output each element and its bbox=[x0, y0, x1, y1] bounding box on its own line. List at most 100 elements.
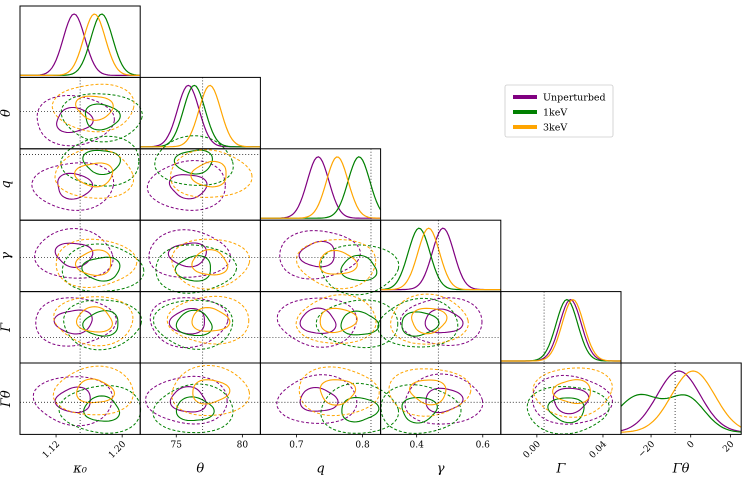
contour-outer-Gamma-Gamma_theta-unperturbed bbox=[532, 374, 613, 425]
xtick-label-theta-0: 75 bbox=[171, 440, 183, 450]
xtick-label-kappa0-1: 1.20 bbox=[107, 439, 128, 460]
contour-outer-theta-q-unperturbed bbox=[146, 159, 226, 211]
marginal-q-unperturbed bbox=[260, 156, 381, 219]
contour-outer-kappa0-gamma-1kev bbox=[61, 243, 145, 293]
panel-Gamma_theta-Gamma_theta bbox=[620, 362, 742, 435]
contour-inner-theta-gamma-1kev bbox=[174, 255, 211, 282]
contour-outer-theta-gamma-unperturbed bbox=[148, 229, 232, 278]
contour-outer-q-Gamma_theta-1kev bbox=[320, 382, 400, 434]
contour-inner-kappa0-Gamma_theta-3kev bbox=[76, 378, 116, 404]
contour-outer-gamma-Gamma-unperturbed bbox=[399, 297, 483, 347]
contour-outer-kappa0-Gamma_theta-unperturbed bbox=[32, 376, 114, 427]
contour-outer-theta-gamma-3kev bbox=[171, 238, 251, 290]
contour-inner-kappa0-Gamma_theta-unperturbed bbox=[54, 386, 91, 414]
contour-inner-gamma-Gamma_theta-1kev bbox=[401, 397, 438, 424]
contour-inner-gamma-Gamma-1kev bbox=[401, 311, 440, 337]
contour-outer-theta-Gamma-3kev bbox=[166, 295, 250, 345]
ylabel-theta: θ bbox=[0, 109, 14, 117]
contour-outer-kappa0-q-1kev bbox=[60, 135, 140, 187]
legend-label-3kev: 3keV bbox=[543, 123, 567, 134]
xlabel-Gamma: Γ bbox=[555, 461, 566, 476]
contour-outer-kappa0-q-unperturbed bbox=[31, 162, 115, 211]
contour-outer-theta-gamma-1kev bbox=[155, 244, 238, 294]
contour-outer-gamma-Gamma_theta-3kev bbox=[388, 368, 472, 417]
marginal-q-3kev bbox=[260, 156, 381, 219]
contour-outer-kappa0-q-3kev bbox=[54, 147, 134, 199]
contour-outer-q-Gamma-unperturbed bbox=[276, 297, 358, 348]
marginal-gamma-3kev bbox=[380, 227, 501, 291]
contour-inner-theta-q-3kev bbox=[190, 160, 227, 188]
contour-inner-Gamma-Gamma_theta-1kev bbox=[547, 397, 585, 424]
contour-inner-kappa0-gamma-unperturbed bbox=[54, 242, 94, 268]
contour-inner-q-Gamma-3kev bbox=[319, 307, 358, 334]
contour-outer-gamma-Gamma_theta-unperturbed bbox=[404, 373, 484, 425]
marginal-Gamma_theta-3kev bbox=[620, 370, 742, 433]
contour-outer-theta-Gamma_theta-unperturbed bbox=[144, 375, 228, 425]
xtick-label-theta-1: 80 bbox=[237, 440, 249, 450]
contour-outer-q-Gamma-3kev bbox=[295, 294, 377, 344]
contour-inner-q-Gamma-unperturbed bbox=[299, 307, 337, 334]
panel-theta-Gamma bbox=[139, 291, 261, 364]
contour-inner-kappa0-gamma-3kev bbox=[74, 249, 112, 276]
contour-inner-q-Gamma-1kev bbox=[340, 310, 380, 336]
contour-outer-kappa0-Gamma-1kev bbox=[63, 299, 143, 351]
contour-inner-q-gamma-1kev bbox=[340, 254, 378, 282]
marginal-Gamma-1kev bbox=[500, 298, 621, 362]
xtick-label-gamma-0: 0.4 bbox=[409, 440, 424, 450]
xtick-label-kappa0-0: 1.12 bbox=[41, 439, 62, 460]
contour-outer-gamma-Gamma-3kev bbox=[390, 293, 469, 345]
contour-inner-theta-q-1kev bbox=[173, 149, 213, 175]
contour-outer-theta-Gamma-unperturbed bbox=[149, 297, 229, 349]
contour-outer-q-Gamma_theta-3kev bbox=[298, 366, 380, 417]
xtick-label-q-0: 0.7 bbox=[289, 440, 304, 450]
contour-inner-q-gamma-3kev bbox=[318, 249, 358, 275]
xlabel-kappa0: κ₀ bbox=[72, 461, 88, 476]
contour-outer-kappa0-Gamma-3kev bbox=[53, 296, 134, 347]
contour-inner-gamma-Gamma-3kev bbox=[411, 307, 448, 335]
contour-inner-gamma-Gamma-unperturbed bbox=[424, 308, 464, 334]
contour-outer-Gamma-Gamma_theta-3kev bbox=[532, 367, 613, 418]
xtick-label-q-1: 0.8 bbox=[355, 440, 370, 450]
xtick-label-Gamma-1: 0.04 bbox=[588, 439, 609, 460]
contour-inner-theta-Gamma_theta-unperturbed bbox=[169, 386, 207, 413]
marginal-Gamma_theta-1kev bbox=[620, 393, 742, 433]
contour-inner-kappa0-Gamma-1kev bbox=[82, 310, 119, 337]
contour-outer-kappa0-gamma-3kev bbox=[55, 238, 138, 289]
contour-outer-theta-Gamma_theta-3kev bbox=[171, 364, 251, 416]
contour-inner-kappa0-theta-1kev bbox=[84, 103, 121, 131]
xlabel-theta: θ bbox=[196, 461, 204, 476]
legend-label-unperturbed: Unperturbed bbox=[543, 93, 606, 104]
ylabel-Gamma: Γ bbox=[0, 322, 14, 333]
contour-inner-kappa0-Gamma-3kev bbox=[75, 306, 113, 333]
xtick-label-Gamma_theta-2: 20 bbox=[721, 439, 736, 454]
contour-outer-kappa0-theta-3kev bbox=[51, 83, 135, 133]
contour-inner-q-gamma-unperturbed bbox=[298, 240, 335, 268]
contour-outer-kappa0-gamma-unperturbed bbox=[34, 227, 114, 279]
contour-inner-q-Gamma_theta-1kev bbox=[341, 397, 380, 423]
contour-outer-Gamma-Gamma_theta-1kev bbox=[526, 386, 610, 435]
marginal-gamma-1kev bbox=[380, 227, 501, 291]
contour-outer-kappa0-Gamma-unperturbed bbox=[35, 297, 117, 347]
contour-outer-gamma-Gamma_theta-1kev bbox=[380, 384, 462, 434]
xlabel-Gamma_theta: Γθ bbox=[672, 461, 690, 476]
xtick-label-Gamma_theta-1: 0 bbox=[686, 439, 697, 450]
contour-inner-q-Gamma_theta-unperturbed bbox=[299, 386, 339, 412]
contour-inner-kappa0-q-3kev bbox=[74, 162, 114, 188]
contour-inner-kappa0-Gamma_theta-1kev bbox=[83, 395, 121, 422]
contour-outer-theta-Gamma_theta-1kev bbox=[152, 383, 234, 434]
marginal-Gamma-3kev bbox=[500, 298, 621, 362]
legend: Unperturbed 1keV 3keV bbox=[504, 84, 614, 138]
xlabel-q: q bbox=[316, 461, 324, 476]
contour-outer-theta-q-3kev bbox=[169, 149, 253, 198]
ylabel-Gamma_theta: Γθ bbox=[0, 390, 14, 408]
legend-label-1kev: 1keV bbox=[543, 108, 567, 119]
contour-outer-q-gamma-1kev bbox=[320, 244, 400, 296]
contour-outer-kappa0-Gamma_theta-1kev bbox=[58, 385, 142, 434]
contour-outer-gamma-Gamma-1kev bbox=[377, 297, 459, 348]
contour-outer-kappa0-theta-1kev bbox=[60, 93, 143, 143]
contour-outer-q-Gamma_theta-unperturbed bbox=[276, 374, 358, 424]
xtick-label-Gamma-0: 0.00 bbox=[522, 439, 543, 460]
contour-inner-q-Gamma_theta-3kev bbox=[319, 379, 357, 406]
xtick-label-gamma-1: 0.6 bbox=[476, 440, 491, 450]
